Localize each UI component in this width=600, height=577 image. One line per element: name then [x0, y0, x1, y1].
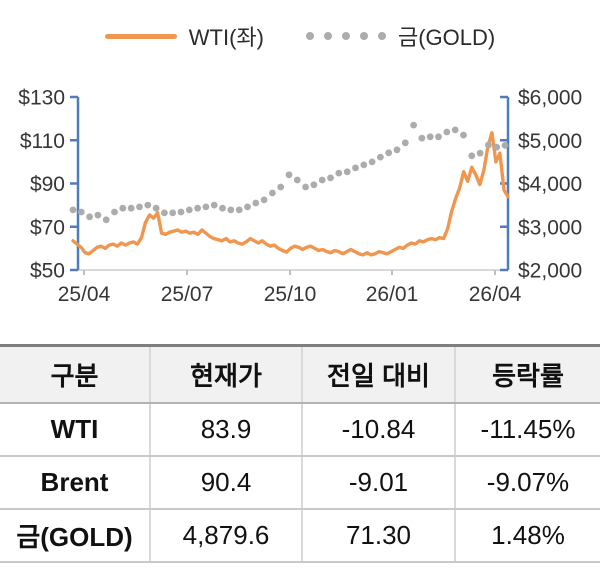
x-axis-tick-label: 26/01 [366, 283, 419, 306]
value-cell: 71.30 [301, 508, 455, 563]
legend-item-gold: 금(GOLD) [305, 20, 496, 52]
y-axis-tick-label: $90 [30, 173, 65, 196]
x-axis-tick-label: 25/07 [161, 283, 214, 306]
y-axis-tick-label: $130 [18, 87, 65, 110]
legend-wti-label: WTI(좌) [188, 25, 264, 50]
x-axis-tick-label: 25/04 [58, 283, 111, 306]
instrument-name-cell: 금(GOLD) [0, 508, 150, 563]
column-header: 구분 [0, 344, 150, 404]
wti-price-line [71, 130, 510, 257]
y-axis-tick-label: $110 [20, 130, 65, 153]
legend-item-wti: WTI(좌) [104, 20, 264, 52]
instrument-name-cell: WTI [0, 402, 150, 457]
legend-gold-label: 금(GOLD) [397, 25, 496, 50]
x-axis-tick-label: 26/04 [469, 283, 522, 306]
x-axis-tick-label: 25/10 [264, 283, 317, 306]
y-axis-tick-label: $50 [30, 260, 65, 283]
chart-legend: WTI(좌) 금(GOLD) [0, 16, 600, 56]
y-axis-tick-label: $4,000 [518, 173, 582, 196]
value-cell: -9.07% [454, 455, 600, 510]
gold-price-dots [69, 121, 509, 224]
column-header: 등락률 [454, 344, 600, 404]
column-header: 현재가 [149, 344, 302, 404]
value-cell: -9.01 [301, 455, 455, 510]
table-body: WTI 83.9 -10.84 -11.45% Brent 90.4 -9.01 -9.07%… [0, 402, 600, 563]
gold-dots-swatch [305, 32, 386, 40]
value-cell: 1.48% [454, 508, 600, 563]
wti-line-swatch [104, 33, 177, 39]
price-table: 구분 현재가 전일 대비 등락률 WTI 83.9 -10.84 -11.45% Brent 9… [0, 344, 600, 563]
column-header: 전일 대비 [301, 344, 455, 404]
y-axis-tick-label: $5,000 [518, 130, 582, 153]
table-row: WTI 83.9 -10.84 -11.45% [0, 402, 600, 457]
value-cell: 83.9 [149, 402, 302, 457]
value-cell: -11.45% [454, 402, 600, 457]
y-axis-tick-label: $2,000 [518, 260, 582, 283]
table-row: 금(GOLD) 4,879.6 71.30 1.48% [0, 508, 600, 563]
instrument-name-cell: Brent [0, 455, 150, 510]
value-cell: 4,879.6 [149, 508, 302, 563]
dual-axis-price-chart: 25/04 25/07 25/10 26/01 26/04 $130 $110 $90 $70 $… [18, 87, 582, 307]
y-axis-tick-label: $6,000 [518, 87, 582, 110]
y-axis-tick-label: $70 [30, 216, 65, 239]
value-cell: 90.4 [149, 455, 302, 510]
value-cell: -10.84 [301, 402, 455, 457]
table-row: Brent 90.4 -9.01 -9.07% [0, 455, 600, 510]
table-header-row: 구분 현재가 전일 대비 등락률 [0, 344, 600, 404]
y-axis-tick-label: $3,000 [518, 216, 582, 239]
